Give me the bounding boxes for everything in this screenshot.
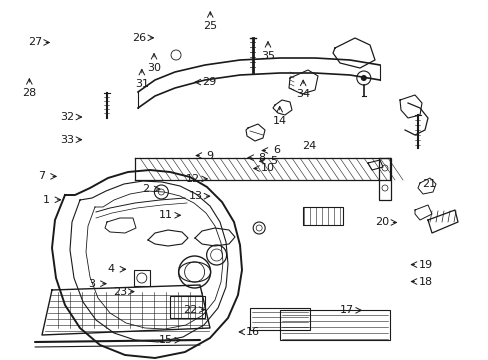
- Text: 4: 4: [108, 264, 115, 274]
- Text: 9: 9: [206, 150, 213, 161]
- Text: 21: 21: [422, 179, 435, 189]
- Text: 16: 16: [246, 327, 260, 337]
- Text: 27: 27: [28, 37, 42, 48]
- Text: 8: 8: [258, 153, 265, 163]
- Bar: [280, 310, 389, 340]
- Text: 33: 33: [61, 135, 74, 145]
- Text: 35: 35: [261, 51, 274, 61]
- Circle shape: [360, 75, 366, 81]
- Text: 22: 22: [183, 305, 198, 315]
- Text: 12: 12: [186, 174, 200, 184]
- Text: 13: 13: [188, 191, 202, 201]
- Text: 34: 34: [296, 89, 309, 99]
- Text: 20: 20: [375, 217, 388, 228]
- Bar: [378, 158, 390, 200]
- Text: 26: 26: [132, 33, 146, 43]
- Text: 18: 18: [418, 276, 431, 287]
- Text: 15: 15: [159, 335, 173, 345]
- Text: 25: 25: [203, 21, 217, 31]
- Text: 10: 10: [261, 163, 274, 174]
- Text: 14: 14: [272, 116, 286, 126]
- Text: 28: 28: [22, 88, 37, 98]
- Bar: [134, 270, 149, 286]
- Text: 1: 1: [43, 195, 50, 205]
- Text: 23: 23: [113, 287, 126, 297]
- Text: 30: 30: [147, 63, 161, 73]
- Text: 19: 19: [418, 260, 431, 270]
- Text: 5: 5: [270, 156, 277, 166]
- Text: 11: 11: [159, 210, 173, 220]
- Text: 32: 32: [61, 112, 74, 122]
- Bar: [303, 207, 343, 225]
- Bar: [249, 308, 309, 330]
- Text: 17: 17: [340, 305, 353, 315]
- Text: 7: 7: [39, 171, 45, 181]
- Text: 3: 3: [88, 279, 95, 289]
- Text: 29: 29: [202, 77, 216, 87]
- Text: 31: 31: [135, 78, 148, 89]
- Bar: [170, 296, 204, 318]
- Text: 2: 2: [142, 184, 149, 194]
- Text: 24: 24: [301, 141, 316, 151]
- Text: 6: 6: [272, 145, 279, 156]
